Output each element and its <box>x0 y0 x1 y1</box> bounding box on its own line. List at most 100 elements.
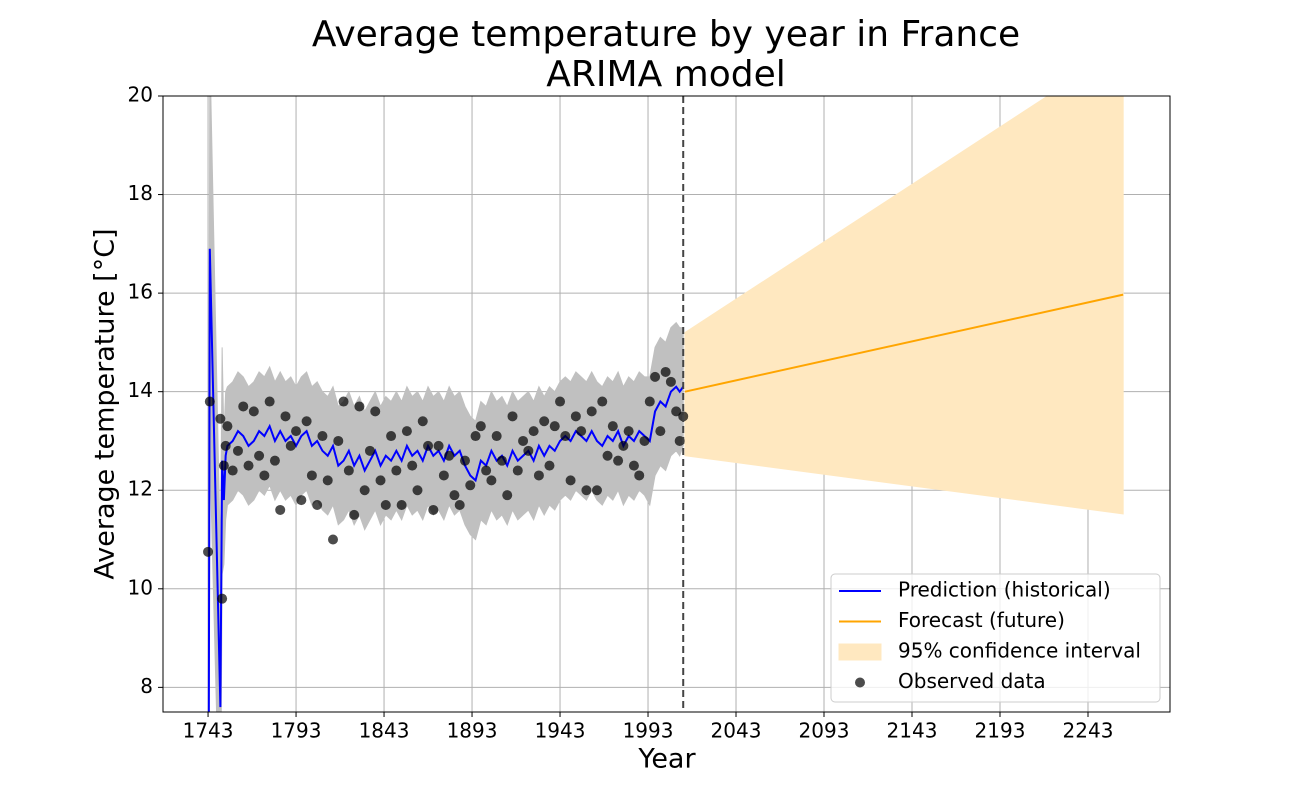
y-tick-label: 16 <box>128 280 153 304</box>
point <box>217 593 228 604</box>
point <box>465 480 476 491</box>
x-tick-label: 2193 <box>975 719 1026 743</box>
legend-box <box>830 573 1161 703</box>
point <box>665 376 676 387</box>
point <box>375 475 386 486</box>
point <box>496 455 507 466</box>
point <box>523 445 534 456</box>
point <box>203 546 214 557</box>
x-tick-label: 2243 <box>1063 719 1114 743</box>
legend-swatch <box>838 643 882 661</box>
point <box>565 475 576 486</box>
point <box>259 470 270 481</box>
point <box>291 426 302 437</box>
y-tick-label: 10 <box>128 575 153 599</box>
point <box>215 413 226 424</box>
y-tick-label: 18 <box>128 181 153 205</box>
x-tick-label: 1943 <box>535 719 586 743</box>
point <box>254 450 265 461</box>
point <box>454 500 465 511</box>
point <box>407 460 418 471</box>
point <box>401 426 412 437</box>
point <box>623 426 634 437</box>
point <box>481 465 492 476</box>
point <box>618 440 629 451</box>
point <box>218 460 229 471</box>
point <box>423 440 434 451</box>
point <box>280 411 291 422</box>
plot-frame <box>162 95 1171 713</box>
point <box>328 534 339 545</box>
point <box>370 406 381 417</box>
point <box>544 460 555 471</box>
point <box>417 416 428 427</box>
legend-label: Forecast (future) <box>898 608 1065 632</box>
point <box>650 371 661 382</box>
point <box>674 435 685 446</box>
point <box>433 440 444 451</box>
point <box>539 416 550 427</box>
point <box>306 470 317 481</box>
point <box>644 396 655 407</box>
y-tick-label: 14 <box>128 378 153 402</box>
point <box>264 396 275 407</box>
x-tick-label: 2093 <box>799 719 850 743</box>
point <box>528 426 539 437</box>
point <box>660 366 671 377</box>
point <box>359 485 370 496</box>
point <box>507 411 518 422</box>
point <box>459 455 470 466</box>
point <box>549 421 560 432</box>
point <box>227 465 238 476</box>
point <box>581 485 592 496</box>
y-tick-label: 8 <box>140 674 153 698</box>
point <box>238 401 249 412</box>
chart-title: Average temperature by year in France <box>312 14 1020 55</box>
legend-label: 95% confidence interval <box>898 639 1141 663</box>
x-tick-label: 2143 <box>887 719 938 743</box>
point <box>380 500 391 511</box>
point <box>613 455 624 466</box>
legend-label: Prediction (historical) <box>898 578 1111 602</box>
y-tick-label: 12 <box>128 477 153 501</box>
x-tick-label: 1893 <box>447 719 498 743</box>
point <box>486 475 497 486</box>
point <box>349 509 360 520</box>
point <box>586 406 597 417</box>
point <box>634 470 645 481</box>
point <box>576 426 587 437</box>
point <box>491 431 502 442</box>
point <box>248 406 259 417</box>
point <box>607 421 618 432</box>
point <box>602 450 613 461</box>
point <box>502 490 513 501</box>
point <box>639 435 650 446</box>
point <box>354 401 365 412</box>
point <box>312 500 323 511</box>
y-tick-label: 20 <box>128 83 153 107</box>
point <box>301 416 312 427</box>
legend-swatch <box>855 677 865 688</box>
point <box>591 485 602 496</box>
point <box>555 396 566 407</box>
point <box>470 431 481 442</box>
line <box>207 248 685 712</box>
chart-subtitle: ARIMA model <box>546 54 785 95</box>
point <box>518 435 529 446</box>
x-axis-label: Year <box>637 744 696 775</box>
point <box>396 500 407 511</box>
point <box>512 465 523 476</box>
confidence-band <box>207 96 684 712</box>
point <box>285 440 296 451</box>
point <box>322 475 333 486</box>
point <box>204 396 215 407</box>
point <box>222 421 233 432</box>
point <box>438 470 449 481</box>
x-tick-label: 1793 <box>271 719 322 743</box>
point <box>232 445 243 456</box>
point <box>412 485 423 496</box>
point <box>317 431 328 442</box>
point <box>269 455 280 466</box>
x-tick-label: 1743 <box>183 719 234 743</box>
